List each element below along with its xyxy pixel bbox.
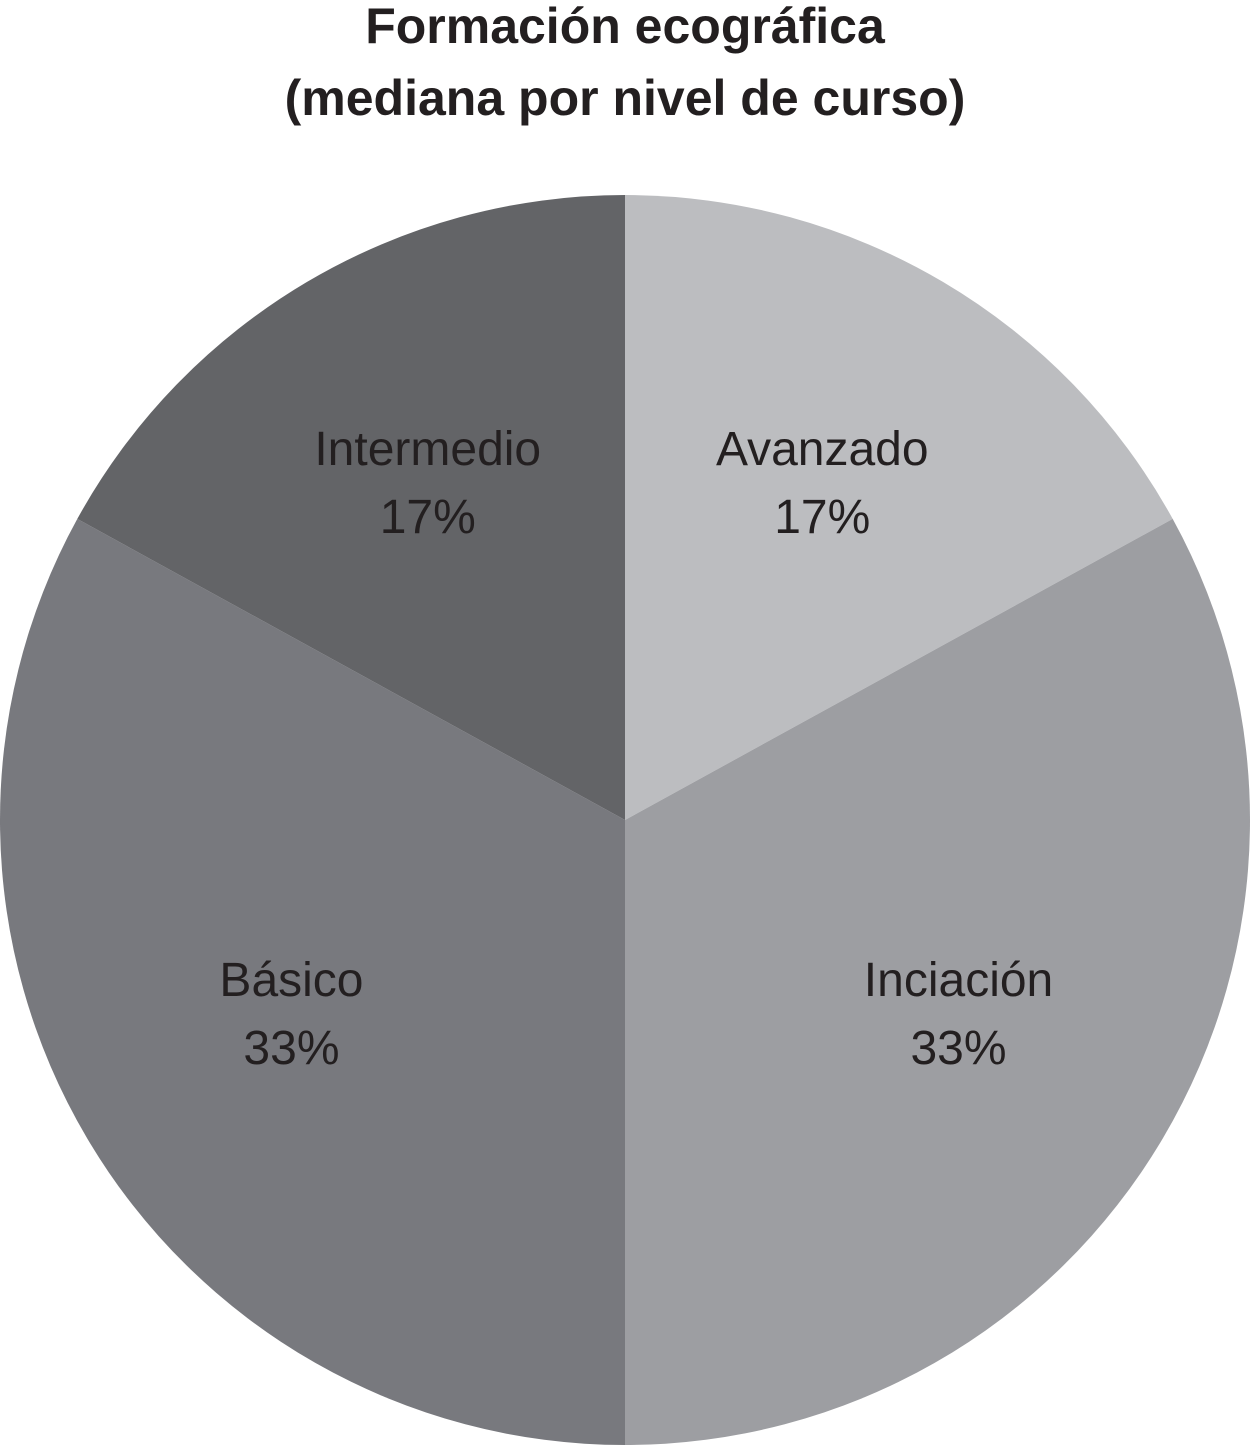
slice-label: Básico [219,954,363,1007]
pie-slice [0,518,625,1445]
slice-value-label: 33% [243,1022,339,1075]
pie-slice [625,195,1173,820]
slice-value-label: 17% [774,491,870,544]
slice-label: Avanzado [716,423,929,476]
slice-value-label: 17% [380,491,476,544]
slice-label: Inciación [864,954,1053,1007]
slice-value-label: 33% [910,1022,1006,1075]
pie-slice [625,518,1250,1445]
chart-title: Formación ecográfica [365,0,886,54]
pie-slice [77,195,625,820]
chart-subtitle: (mediana por nivel de curso) [285,70,966,126]
slice-label: Intermedio [314,423,541,476]
